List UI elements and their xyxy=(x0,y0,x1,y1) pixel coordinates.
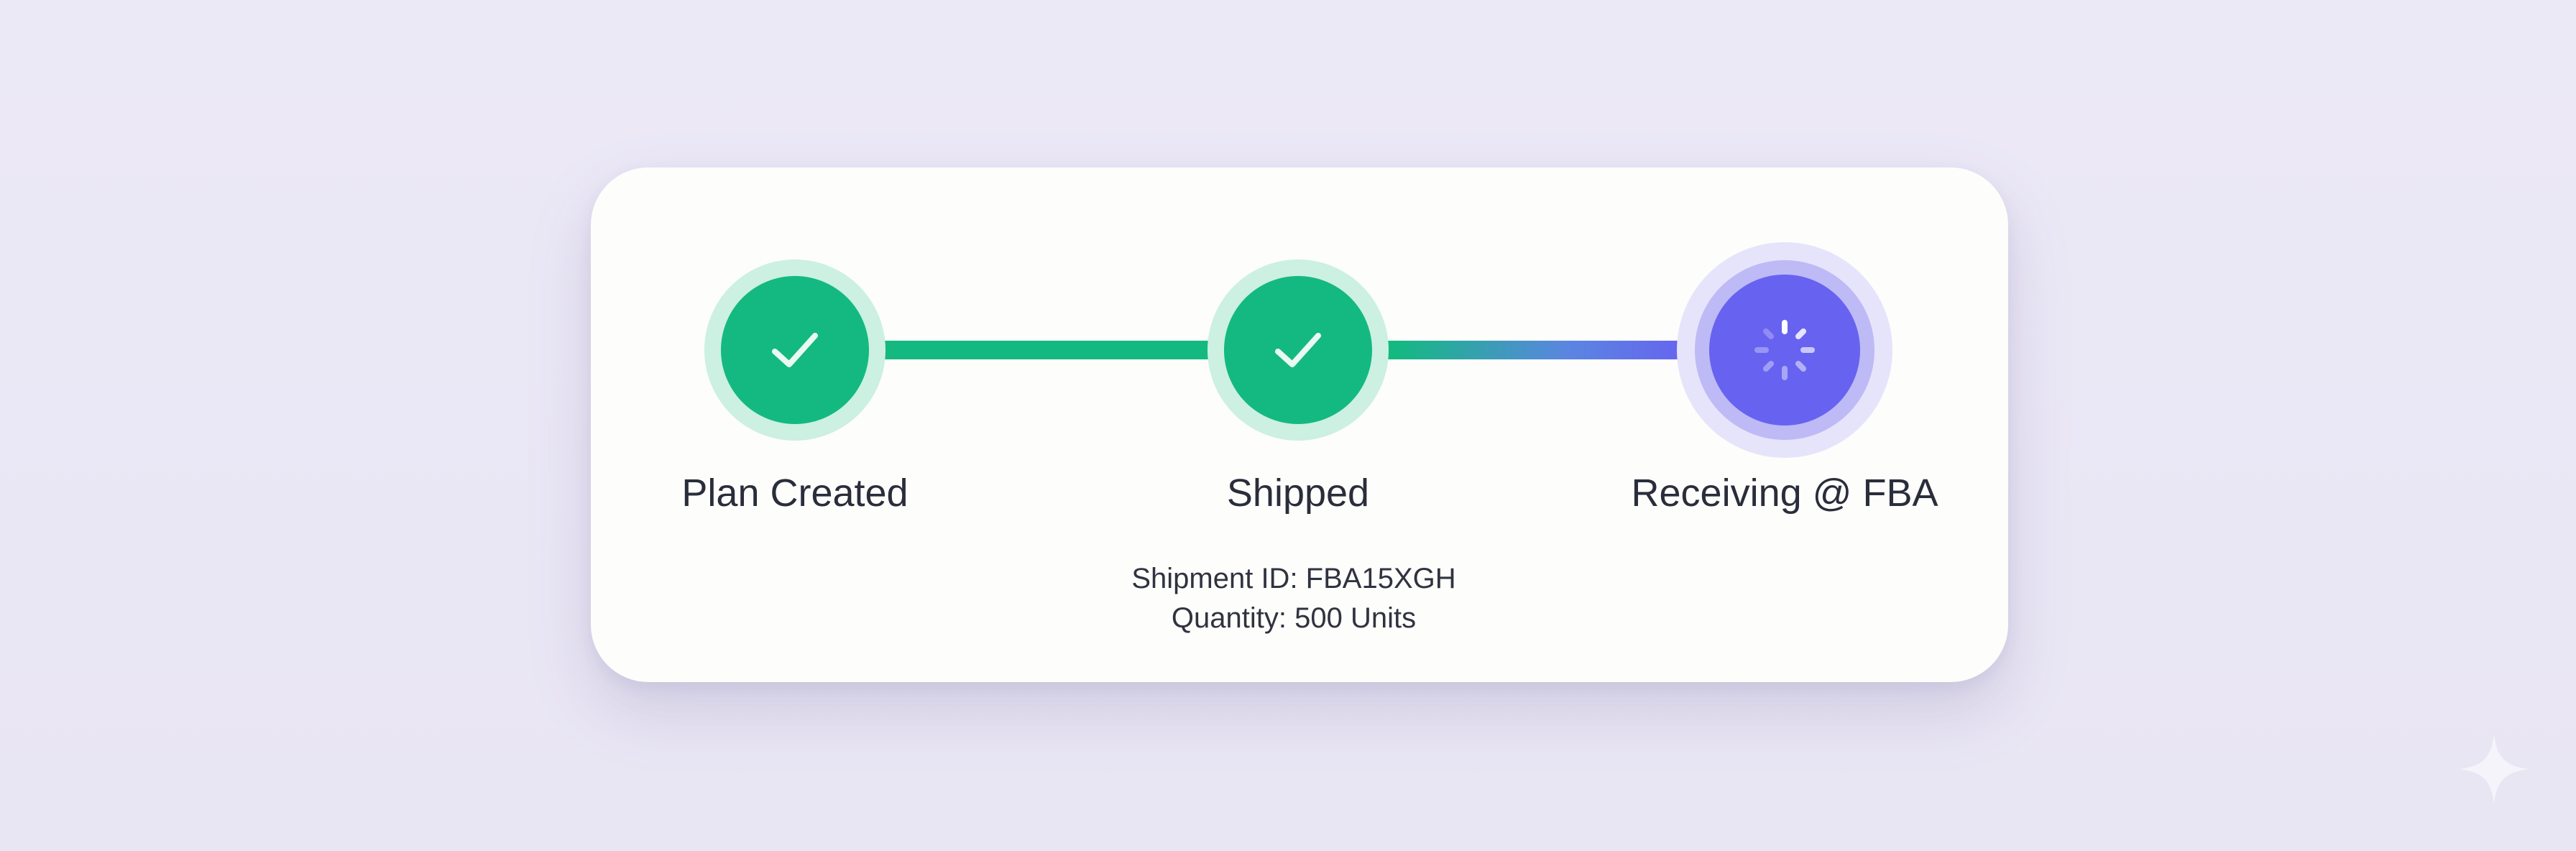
check-icon xyxy=(772,333,818,367)
shipment-quantity: Quantity: 500 Units xyxy=(1171,602,1417,634)
shipment-id: Shipment ID: FBA15XGH xyxy=(1131,563,1456,594)
step-plan-created-node xyxy=(721,276,869,424)
step-shipped-node xyxy=(1224,276,1372,424)
spinner-icon xyxy=(1754,320,1815,380)
step-label-shipped: Shipped xyxy=(1226,472,1370,515)
sparkle-icon xyxy=(2460,735,2529,804)
step-label-plan-created: Plan Created xyxy=(681,472,908,515)
step-receiving-node xyxy=(1709,275,1860,426)
step-label-receiving: Receiving @ FBA xyxy=(1631,472,1938,515)
check-icon xyxy=(1275,333,1321,367)
